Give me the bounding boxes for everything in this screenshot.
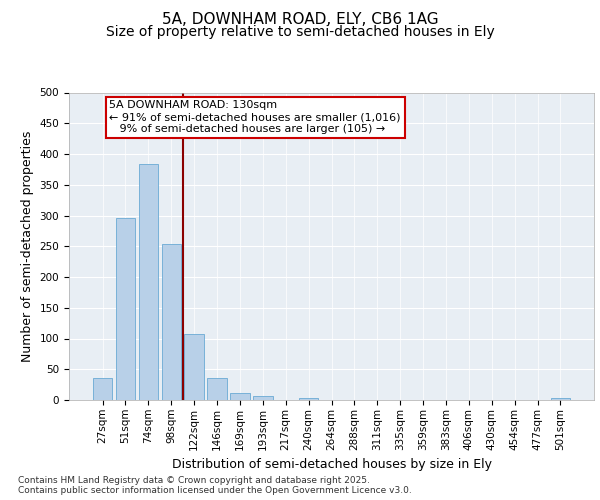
Bar — [161, 244, 181, 400]
Text: 5A, DOWNHAM ROAD, ELY, CB6 1AG: 5A, DOWNHAM ROAD, ELY, CB6 1AG — [161, 12, 439, 28]
Bar — [208, 378, 227, 400]
Bar — [116, 218, 135, 400]
Bar — [184, 334, 204, 400]
Bar — [139, 164, 158, 400]
Bar — [253, 396, 272, 400]
Y-axis label: Number of semi-detached properties: Number of semi-detached properties — [21, 130, 34, 362]
Bar — [93, 378, 112, 400]
Text: Size of property relative to semi-detached houses in Ely: Size of property relative to semi-detach… — [106, 25, 494, 39]
Bar — [230, 393, 250, 400]
Text: Contains HM Land Registry data © Crown copyright and database right 2025.
Contai: Contains HM Land Registry data © Crown c… — [18, 476, 412, 495]
Text: 5A DOWNHAM ROAD: 130sqm
← 91% of semi-detached houses are smaller (1,016)
   9% : 5A DOWNHAM ROAD: 130sqm ← 91% of semi-de… — [109, 100, 401, 134]
Bar — [299, 398, 319, 400]
Bar — [551, 398, 570, 400]
X-axis label: Distribution of semi-detached houses by size in Ely: Distribution of semi-detached houses by … — [172, 458, 491, 471]
